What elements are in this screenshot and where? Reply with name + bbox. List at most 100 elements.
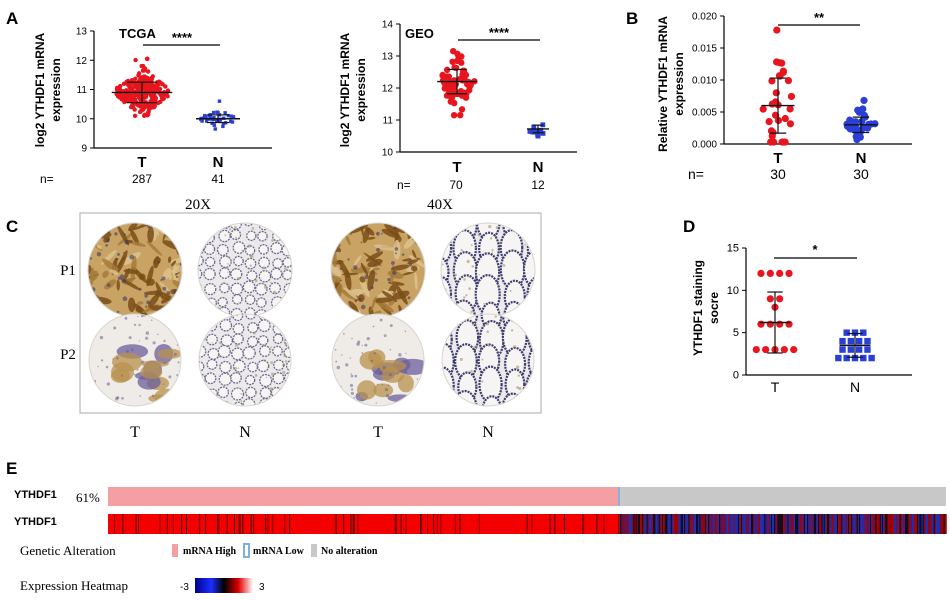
heatmap-stripe — [122, 514, 124, 534]
data-point-T — [125, 97, 130, 103]
stain-fiber — [148, 293, 160, 308]
data-point-N — [211, 110, 216, 115]
data-point-T — [467, 81, 474, 89]
heatmap-stripe — [284, 514, 286, 534]
data-point-T — [145, 113, 150, 118]
data-point-N — [215, 110, 219, 114]
data-point-N — [864, 346, 871, 353]
heatmap-stripe — [924, 514, 926, 534]
gland-crypt — [259, 345, 271, 358]
heatmap-stripe — [941, 514, 943, 534]
stain-fiber — [116, 279, 120, 291]
stain-fiber — [168, 273, 172, 280]
stain-speck — [270, 281, 272, 284]
nucleus — [138, 287, 142, 291]
gland-crypt — [257, 414, 268, 425]
gland-crypt — [231, 347, 245, 361]
heatmap-stripe — [660, 514, 662, 534]
heatmap-stripe — [909, 514, 911, 534]
nucleus — [351, 337, 353, 340]
nucleus — [401, 253, 405, 256]
data-point-T — [136, 73, 141, 78]
stain-fiber — [345, 235, 351, 246]
stain-speck — [502, 264, 506, 267]
data-point-T — [143, 87, 148, 93]
gland-crypt — [246, 270, 258, 282]
nucleus — [381, 383, 383, 386]
heatmap-stripe — [918, 514, 920, 534]
heatmap-stripe — [671, 514, 673, 534]
heatmap-stripe — [695, 514, 696, 534]
heatmap-stripe — [810, 514, 812, 534]
stain-speck — [470, 319, 473, 322]
nucleus — [339, 279, 342, 282]
stain-cluster — [157, 348, 181, 359]
heatmap-stripe — [922, 514, 924, 534]
heatmap-stripe — [761, 514, 762, 534]
heatmap-stripe — [677, 514, 679, 534]
gland-crypt — [230, 268, 243, 281]
heatmap-stripe — [840, 514, 842, 534]
nucleus — [391, 261, 395, 265]
expression-heatmap-track — [108, 514, 947, 534]
nucleus — [144, 294, 148, 298]
data-point-N — [839, 337, 846, 345]
heatmap-stripe — [921, 514, 923, 534]
y-tick-label: 11 — [383, 116, 394, 127]
d-xtick-n: N — [850, 379, 860, 395]
geo-title: GEO — [405, 26, 434, 41]
y-tick-label: 5 — [733, 327, 739, 339]
geo-xtick-t: T — [452, 159, 461, 176]
heatmap-stripe — [114, 514, 115, 534]
nucleus — [360, 241, 363, 244]
heatmap-stripe — [531, 514, 533, 534]
heatmap-stripe — [400, 514, 402, 534]
stain-fiber — [127, 297, 136, 313]
data-point-T — [132, 113, 138, 119]
heatmap-stripe — [849, 514, 850, 534]
nucleus — [377, 367, 381, 372]
nucleus — [345, 363, 349, 367]
gland-crypt — [233, 255, 244, 267]
gland-crypt — [481, 395, 503, 406]
stain-speck — [217, 250, 220, 253]
heatmap-stripe — [698, 514, 700, 534]
heatmap-stripe — [943, 514, 945, 534]
stain-fiber — [344, 269, 352, 291]
d-points — [752, 269, 875, 362]
heatmap-stripe — [688, 514, 690, 534]
nucleus — [339, 267, 342, 270]
stain-speck — [465, 294, 468, 297]
heatmap-stripe — [805, 514, 806, 534]
data-point-N — [204, 115, 208, 120]
data-point-N — [228, 119, 233, 124]
heatmap-stripe — [226, 514, 228, 534]
data-point-N — [851, 354, 859, 362]
stain-speck — [249, 255, 253, 258]
heatmap-stripe — [908, 514, 910, 534]
d-error-bars — [759, 291, 871, 358]
gland-crypt — [522, 249, 535, 289]
data-point-N — [848, 118, 856, 126]
data-point-T — [155, 100, 161, 106]
heatmap-stripe — [654, 514, 656, 534]
stain-speck — [251, 227, 255, 230]
stain-speck — [479, 346, 482, 349]
heatmap-stripe — [678, 514, 680, 534]
heatmap-stripe — [396, 514, 397, 534]
stain-speck — [267, 365, 270, 369]
nucleus — [366, 337, 370, 341]
heatmap-stripe — [773, 514, 775, 534]
stain-fiber — [96, 244, 102, 250]
heatmap-stripe — [596, 514, 598, 534]
heatmap-stripe — [788, 514, 790, 534]
tcga-y-ticks: 9 10 11 12 13 — [76, 27, 94, 155]
heatmap-stripe — [701, 514, 703, 534]
heatmap-stripe — [937, 514, 938, 534]
data-point-N — [535, 131, 540, 137]
ihc-mag-40x: 40X — [427, 197, 453, 213]
legend-no-alteration: No alteration — [321, 546, 378, 557]
heatmap-stripe — [803, 514, 805, 534]
heatmap-stripe — [549, 514, 551, 534]
stain-speck — [240, 392, 243, 395]
